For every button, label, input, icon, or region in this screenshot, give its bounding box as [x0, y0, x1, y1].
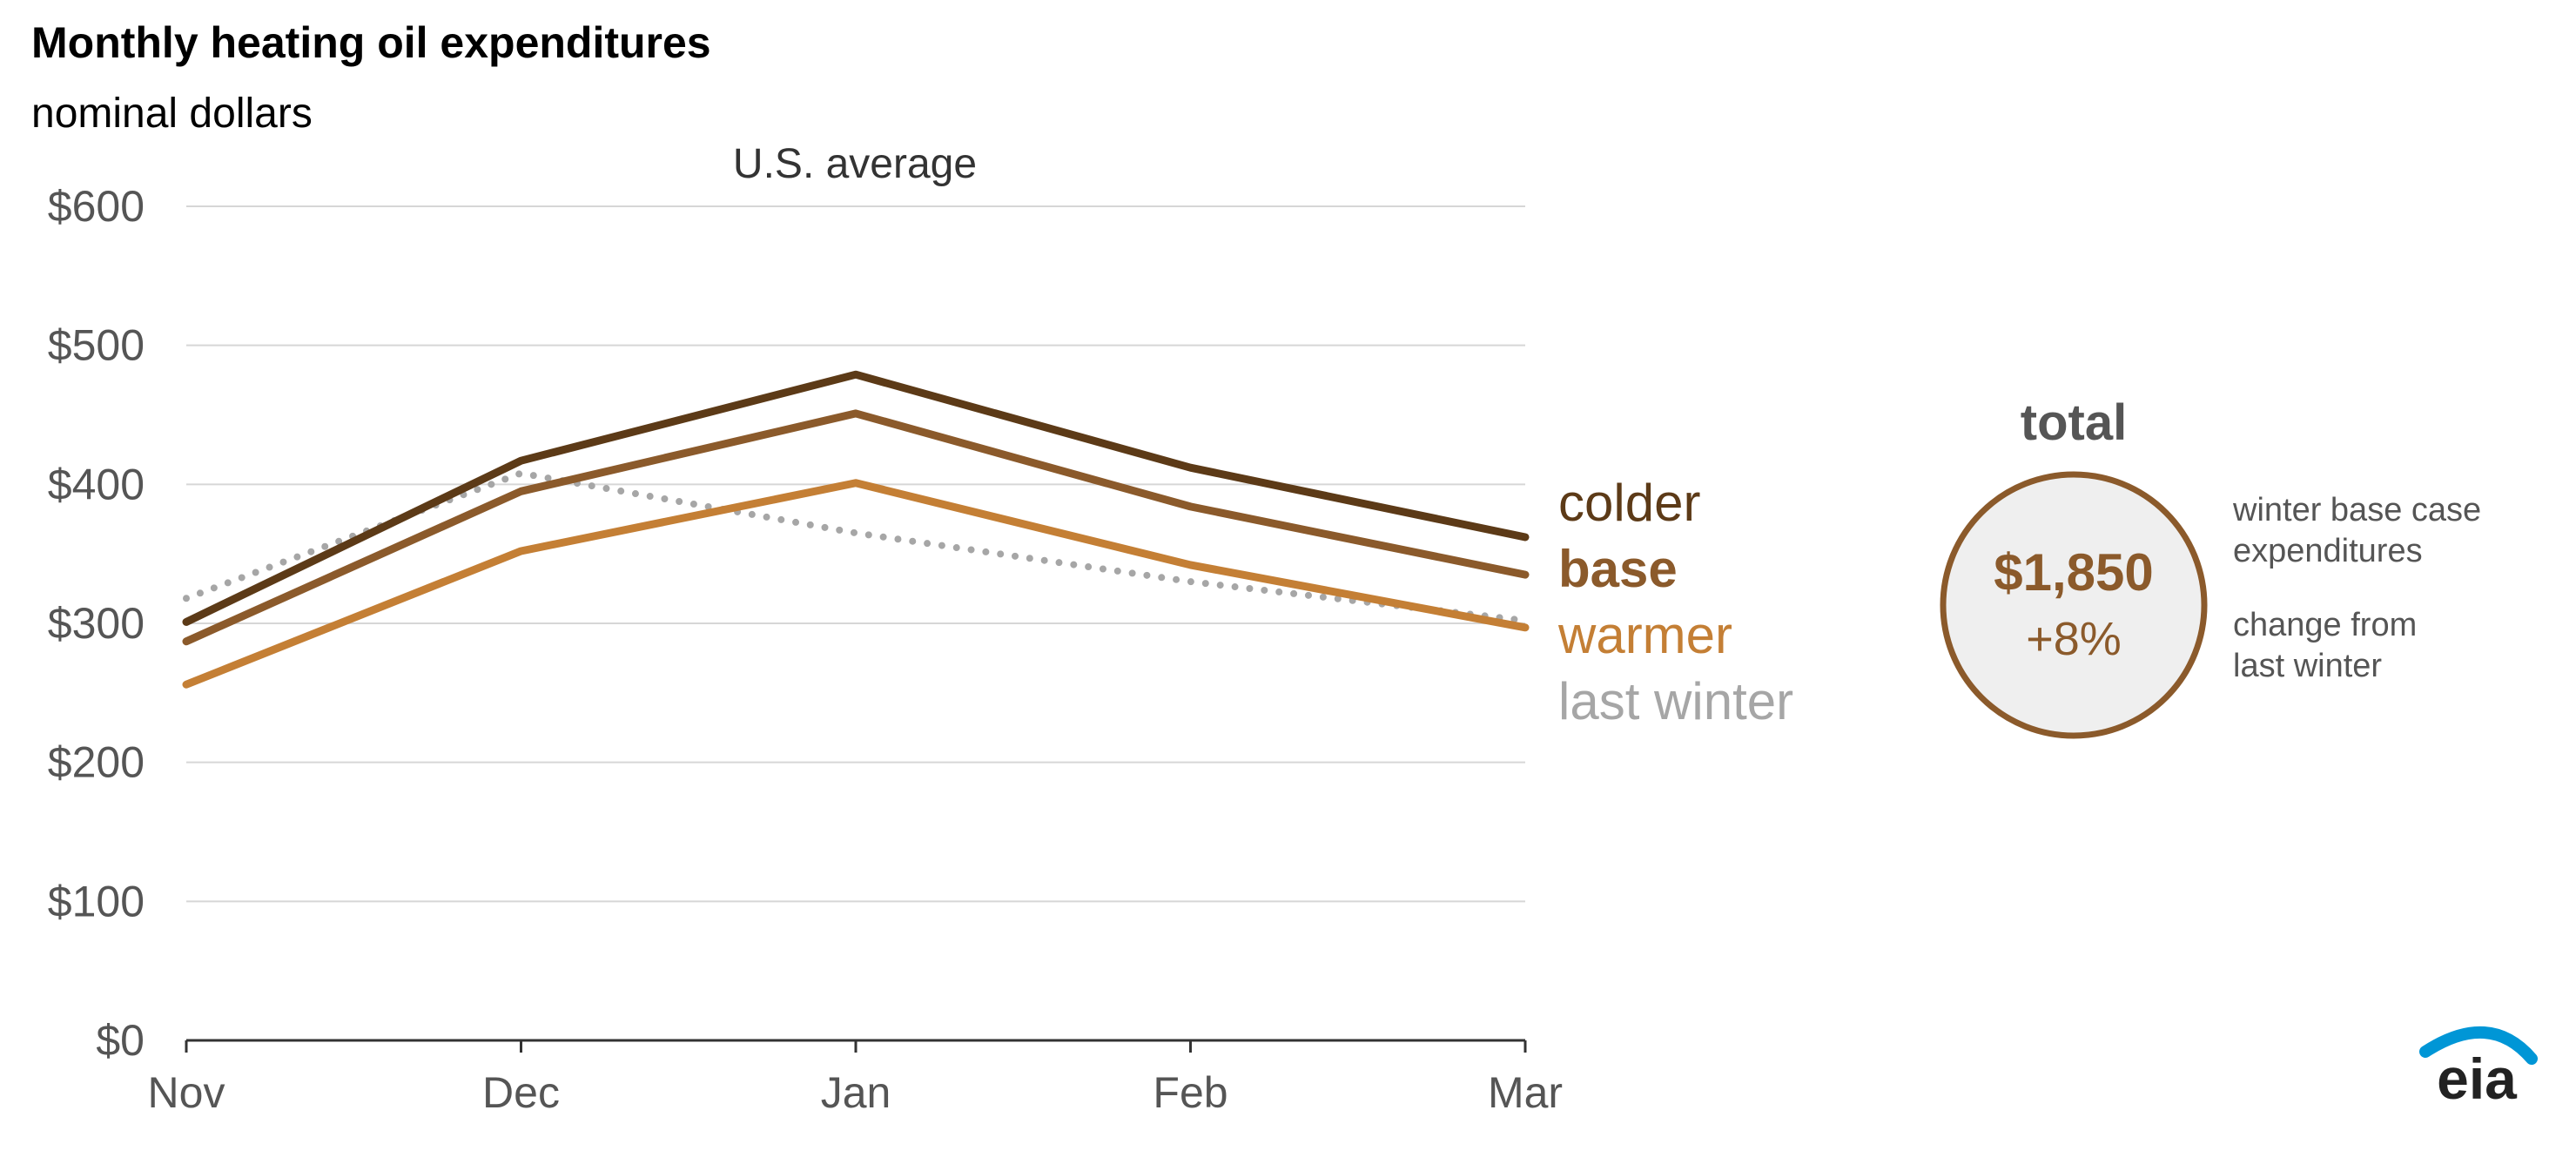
series-line-colder [182, 370, 1530, 626]
note-line: last winter [2233, 648, 2382, 684]
x-tick-label: Nov [148, 1068, 225, 1117]
note-line: winter base case [2232, 492, 2481, 528]
y-axis: $0 $100 $200 $300 $400 $500 $600 [48, 182, 145, 1065]
chart-title: Monthly heating oil expenditures [31, 18, 711, 67]
summary-circle [1940, 471, 2208, 739]
eia-logo-arc-icon [2419, 1026, 2538, 1065]
x-tick-label: Feb [1153, 1068, 1227, 1117]
x-tick-label: Jan [821, 1068, 891, 1117]
summary-heading: total [2021, 394, 2127, 451]
gridlines [186, 205, 1525, 903]
summary-value: $1,850 [1994, 543, 2154, 602]
y-tick-label: $0 [96, 1016, 145, 1065]
legend-label-warmer: warmer [1557, 606, 1732, 664]
note-line: change from [2233, 607, 2417, 643]
chart-subtitle: nominal dollars [31, 91, 313, 137]
panel-label: U.S. average [733, 141, 977, 187]
x-tick-label: Mar [1488, 1068, 1563, 1117]
y-tick-label: $400 [48, 460, 145, 508]
legend: colder base warmer last winter [1557, 474, 1793, 730]
y-tick-label: $100 [48, 877, 145, 925]
y-tick-label: $200 [48, 738, 145, 787]
summary-callout: total $1,850 +8% winter base case expendi… [1940, 394, 2481, 739]
eia-logo: eia [2419, 1026, 2538, 1111]
summary-change-note: change from last winter [2233, 607, 2417, 684]
series-line-base [182, 409, 1530, 646]
note-line: expenditures [2233, 533, 2423, 569]
legend-label-colder: colder [1558, 474, 1700, 532]
y-tick-label: $300 [48, 599, 145, 648]
legend-label-base: base [1558, 540, 1678, 598]
series-line-warmer [182, 479, 1530, 689]
y-tick-label: $500 [48, 321, 145, 370]
legend-label-last-winter: last winter [1558, 672, 1793, 730]
x-axis: Nov Dec Jan Feb Mar [148, 1039, 1563, 1117]
x-tick-label: Dec [482, 1068, 560, 1117]
eia-logo-text: eia [2437, 1046, 2518, 1111]
series-lines [182, 370, 1530, 689]
y-tick-label: $600 [48, 182, 145, 231]
summary-change: +8% [2026, 613, 2122, 665]
summary-value-note: winter base case expenditures [2232, 492, 2481, 569]
